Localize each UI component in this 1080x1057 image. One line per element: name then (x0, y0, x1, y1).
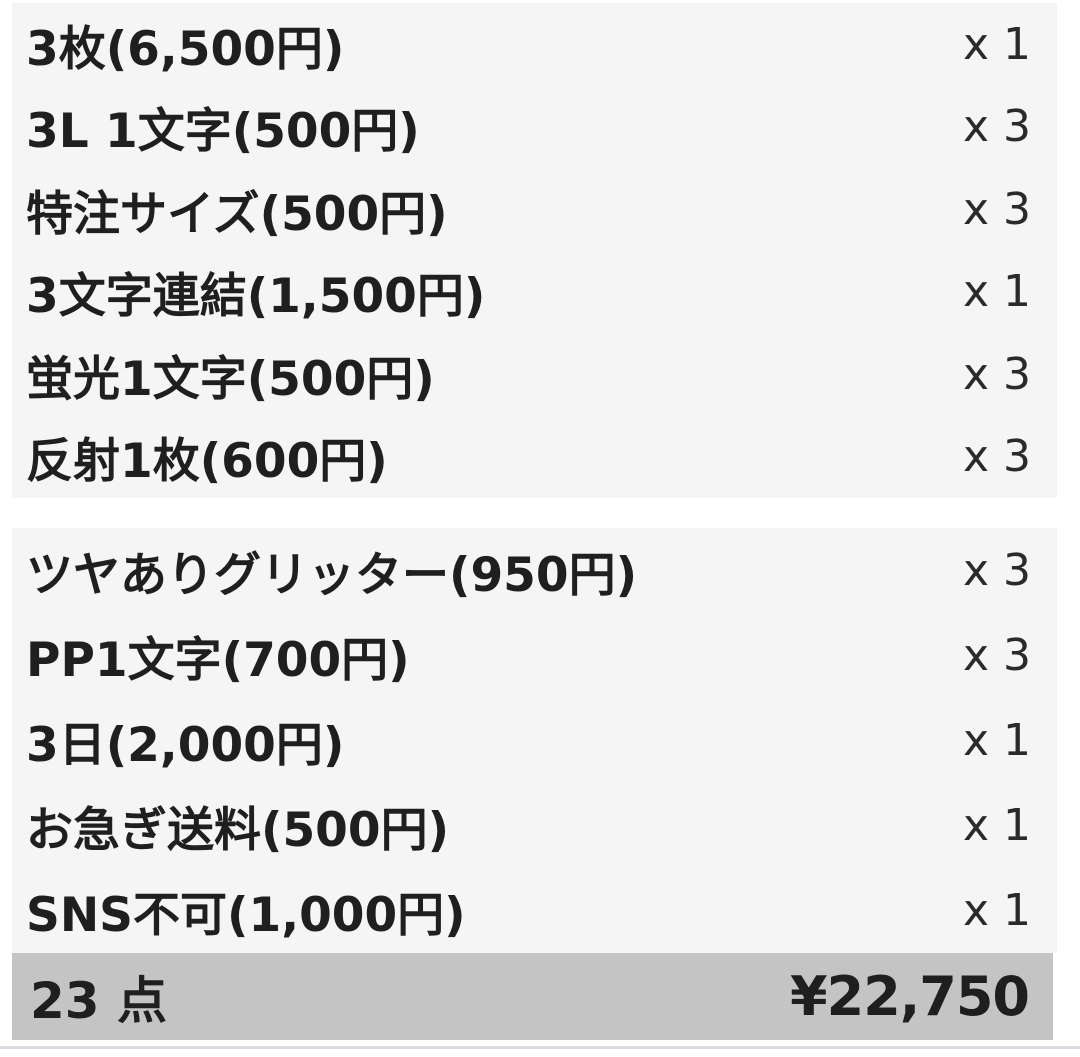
item-quantity: x 3 (962, 545, 1031, 596)
item-quantity: x 3 (962, 431, 1031, 483)
item-label: PP1文字(700円) (26, 633, 410, 688)
list-item: 3L 1文字(500円) x 3 (12, 86, 1057, 169)
bottom-divider (0, 1046, 1080, 1049)
list-item: ツヤありグリッター(950円) x 3 (12, 528, 1057, 613)
item-quantity: x 1 (962, 18, 1031, 70)
order-total-bar: 23 点 ¥22,750 (12, 953, 1053, 1040)
item-label: 3L 1文字(500円) (26, 104, 420, 160)
order-items-section-1: 3枚(6,500円) x 1 3L 1文字(500円) x 3 特注サイズ(50… (12, 3, 1057, 498)
item-label: 特注サイズ(500円) (26, 186, 448, 242)
item-label: SNS不可(1,000円) (26, 888, 466, 943)
total-amount: ¥22,750 (790, 965, 1030, 1028)
list-item: 3日(2,000円) x 1 (12, 698, 1057, 783)
item-label: お急ぎ送料(500円) (26, 803, 450, 858)
list-item: 反射1枚(600円) x 3 (12, 416, 1057, 499)
item-label: 3文字連結(1,500円) (26, 269, 486, 325)
item-quantity: x 3 (962, 630, 1031, 681)
item-quantity: x 3 (962, 183, 1031, 235)
item-label: ツヤありグリッター(950円) (26, 548, 638, 603)
item-quantity: x 1 (962, 715, 1031, 766)
list-item: 3文字連結(1,500円) x 1 (12, 251, 1057, 334)
list-item: SNS不可(1,000円) x 1 (12, 868, 1057, 953)
item-quantity: x 1 (962, 800, 1031, 851)
list-item: PP1文字(700円) x 3 (12, 613, 1057, 698)
list-item: 特注サイズ(500円) x 3 (12, 168, 1057, 251)
list-item: お急ぎ送料(500円) x 1 (12, 783, 1057, 868)
item-label: 3枚(6,500円) (26, 21, 345, 77)
item-quantity: x 3 (962, 101, 1031, 153)
item-quantity: x 3 (962, 348, 1031, 400)
item-label: 反射1枚(600円) (26, 434, 388, 490)
list-item: 3枚(6,500円) x 1 (12, 3, 1057, 86)
item-label: 蛍光1文字(500円) (26, 351, 435, 407)
list-item: 蛍光1文字(500円) x 3 (12, 333, 1057, 416)
item-quantity: x 1 (962, 885, 1031, 936)
item-quantity: x 1 (962, 266, 1031, 318)
item-label: 3日(2,000円) (26, 718, 345, 773)
total-item-count: 23 点 (30, 971, 167, 1030)
order-items-section-2: ツヤありグリッター(950円) x 3 PP1文字(700円) x 3 3日(2… (12, 528, 1057, 953)
